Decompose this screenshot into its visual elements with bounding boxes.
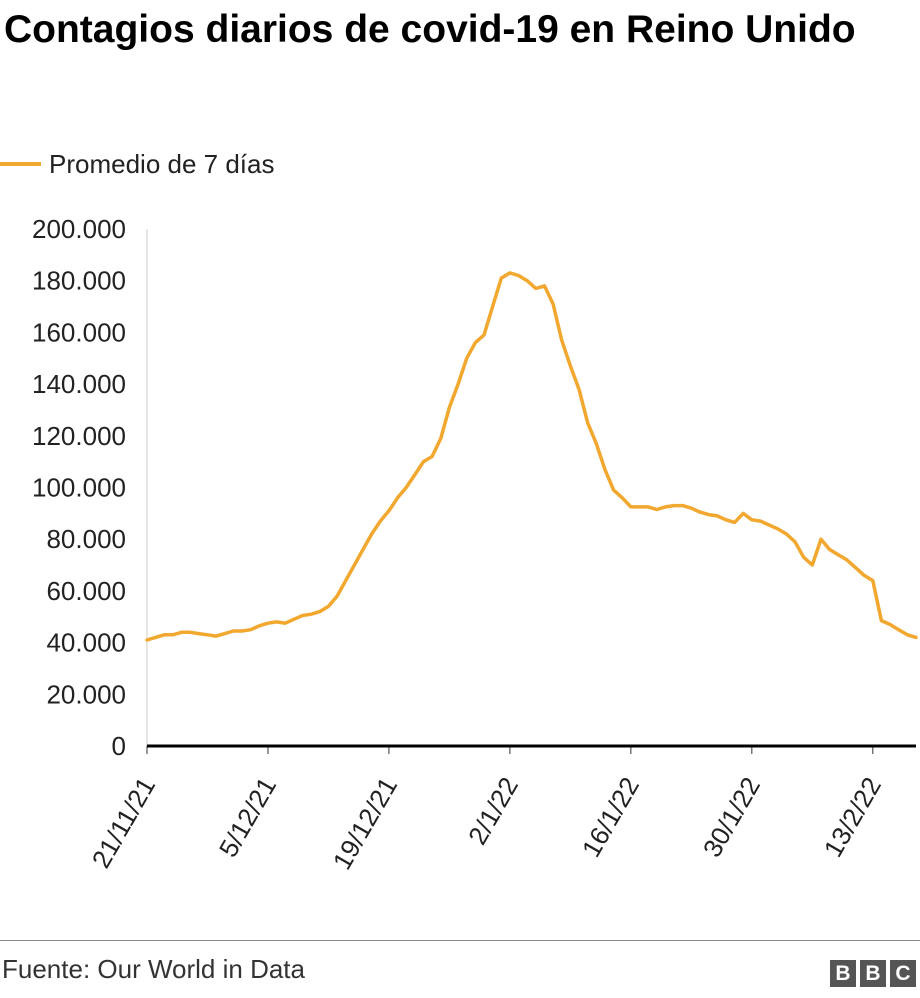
bbc-logo-letter: B bbox=[860, 960, 886, 987]
y-tick-label: 100.000 bbox=[32, 473, 126, 503]
x-tick-label: 19/12/21 bbox=[327, 772, 404, 875]
legend: Promedio de 7 días bbox=[0, 146, 274, 182]
x-tick-label: 5/12/21 bbox=[213, 772, 282, 862]
x-tick-label: 16/1/22 bbox=[576, 772, 645, 862]
series-line bbox=[145, 271, 918, 642]
y-tick-label: 200.000 bbox=[32, 214, 126, 244]
y-tick-label: 40.000 bbox=[46, 628, 126, 658]
source-note: Fuente: Our World in Data bbox=[2, 954, 305, 984]
footer-divider bbox=[0, 940, 920, 941]
y-tick-label: 160.000 bbox=[32, 317, 126, 347]
y-tick-label: 180.000 bbox=[32, 266, 126, 296]
x-tick-label: 30/1/22 bbox=[697, 772, 766, 862]
y-tick-label: 20.000 bbox=[46, 679, 126, 709]
x-tick-label: 21/11/21 bbox=[86, 772, 162, 873]
line-chart: 0 20.000 40.000 60.000 80.000 100.000 120.000 1… bbox=[32, 214, 918, 875]
legend-label: Promedio de 7 días bbox=[49, 148, 275, 179]
y-tick-label: 80.000 bbox=[46, 524, 126, 554]
bbc-logo: B B C bbox=[830, 960, 916, 987]
y-tick-label: 140.000 bbox=[32, 369, 126, 399]
y-tick-label: 60.000 bbox=[46, 576, 126, 606]
legend-swatch bbox=[0, 162, 41, 166]
bbc-logo-letter: C bbox=[890, 960, 916, 987]
x-tick-label: 2/1/22 bbox=[462, 772, 524, 850]
bbc-logo-letter: B bbox=[830, 960, 856, 987]
x-tick-label: 13/2/22 bbox=[818, 772, 887, 862]
y-tick-label: 0 bbox=[112, 731, 126, 761]
y-tick-label: 120.000 bbox=[32, 421, 126, 451]
chart-title: Contagios diarios de covid-19 en Reino U… bbox=[4, 8, 856, 51]
